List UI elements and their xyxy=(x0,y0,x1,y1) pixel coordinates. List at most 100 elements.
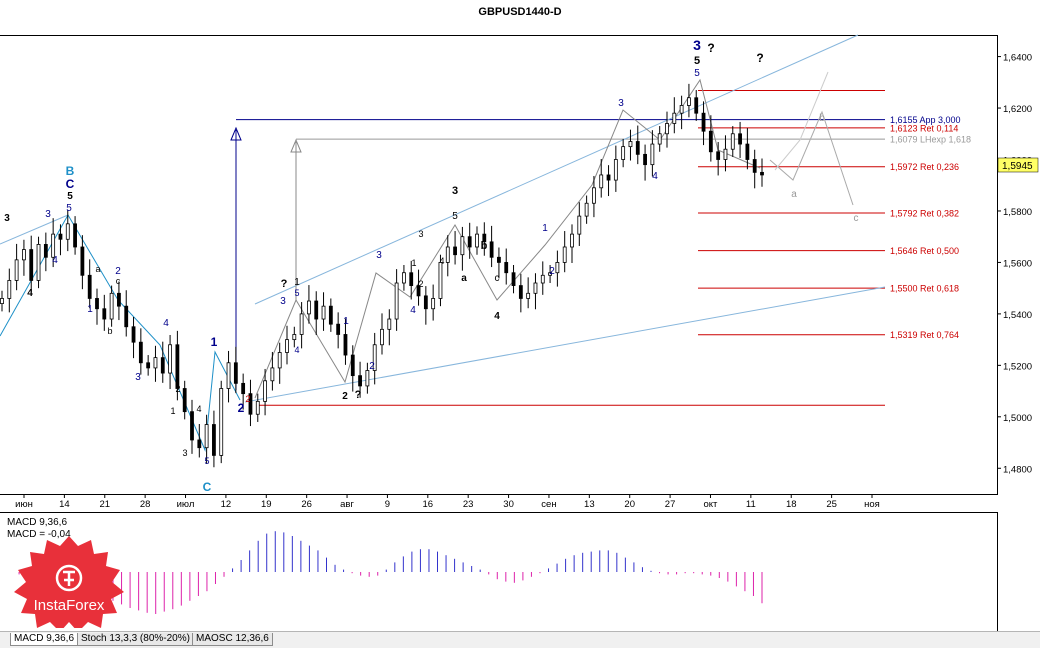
candle-body xyxy=(482,233,487,243)
candle-body xyxy=(124,305,129,328)
candle-body xyxy=(599,174,604,189)
wave-label: 1 xyxy=(542,223,548,234)
bottom-strip xyxy=(0,648,1040,661)
price-tick-label: 1,5400 xyxy=(1003,310,1032,321)
candle-body xyxy=(263,380,267,402)
time-tick-label: 16 xyxy=(423,499,434,510)
candle-body xyxy=(43,244,48,258)
candle-body xyxy=(102,308,107,320)
time-tick-label: окт xyxy=(704,499,719,510)
wave-label: 5 xyxy=(452,211,458,222)
time-tick-label: авг xyxy=(340,499,354,510)
wave-label: c xyxy=(495,273,500,284)
candle-body xyxy=(212,424,216,456)
candle-body xyxy=(160,357,165,374)
candle-body xyxy=(226,362,231,389)
candle-body xyxy=(416,285,421,297)
price-tick-label: 1,6200 xyxy=(1003,104,1032,115)
candle-body xyxy=(36,244,41,281)
candle-body xyxy=(708,130,713,153)
wave-path-blue xyxy=(0,213,241,452)
wave-label: 1 xyxy=(343,316,349,327)
wave-label: 2 xyxy=(175,384,180,394)
candle-body xyxy=(292,334,297,341)
candle-body xyxy=(22,249,26,261)
candle-body xyxy=(358,375,362,387)
candle-body xyxy=(365,370,370,387)
candle-body xyxy=(723,148,728,160)
candle-body xyxy=(372,344,377,371)
candle-body xyxy=(438,262,443,299)
candle-body xyxy=(621,146,626,160)
price-tick-label: 1,4800 xyxy=(1003,464,1032,475)
wave-label: 4 xyxy=(196,404,201,414)
time-tick-label: 14 xyxy=(59,499,70,510)
wave-label: 1 xyxy=(294,277,300,288)
instaforex-logo: InstaForex xyxy=(14,536,124,628)
indicator-name: MACD 9,36,6 xyxy=(7,517,67,528)
candle-body xyxy=(387,318,392,330)
candle-body xyxy=(423,295,428,310)
wave-label: 2 xyxy=(369,361,375,372)
wave-label: 3 xyxy=(418,229,423,239)
tab-stoch[interactable]: Stoch 13,3,3 (80%-20%) xyxy=(77,633,194,646)
fib-level-label: 1,6155 App 3,000 xyxy=(890,115,961,125)
wave-label: B xyxy=(66,164,75,178)
tab-maosc[interactable]: MAOSC 12,36,6 xyxy=(192,633,273,646)
time-tick-label: июн xyxy=(15,499,33,510)
candle-body xyxy=(343,334,348,356)
candle-body xyxy=(628,141,633,148)
time-tick-label: 21 xyxy=(99,499,110,510)
candle-body xyxy=(109,292,114,320)
candle-body xyxy=(314,300,319,320)
wave-label: 5 xyxy=(67,191,73,202)
candle-body xyxy=(540,274,545,284)
wave-label: b xyxy=(107,326,112,336)
wave-label: 3 xyxy=(280,296,286,307)
candle-body xyxy=(657,133,662,145)
time-tick-label: 18 xyxy=(786,499,797,510)
logo-emblem-figure xyxy=(63,570,75,586)
wave-label: 2 xyxy=(342,391,348,402)
trend-lines xyxy=(0,34,886,452)
candle-body xyxy=(562,246,567,263)
candle-body xyxy=(613,159,618,181)
forecast-path-alt xyxy=(774,71,829,171)
candle-body xyxy=(197,439,202,449)
candle-body xyxy=(635,141,640,155)
candle-body xyxy=(577,215,582,235)
time-axis-labels: июн 14 21 28 июл 12 19 26 авг 9 16 23 30 сен 13 20 27 окт… xyxy=(15,494,880,510)
candle-body xyxy=(299,313,304,335)
tab-maosc-label: MAOSC 12,36,6 xyxy=(196,633,269,644)
candle-body xyxy=(570,233,574,248)
wave-label: 2 xyxy=(418,279,423,289)
tab-stoch-label: Stoch 13,3,3 (80%-20%) xyxy=(81,633,190,644)
candle-body xyxy=(745,143,750,160)
wave-label: 4 xyxy=(410,305,416,316)
candle-body xyxy=(29,249,34,281)
wave-label: 5 xyxy=(66,203,72,214)
candle-body xyxy=(270,367,275,382)
wave-label: 2 xyxy=(549,266,555,277)
candle-body xyxy=(190,411,194,441)
candle-body xyxy=(204,424,209,449)
wave-label: ? xyxy=(756,51,763,65)
candle-body xyxy=(7,280,12,299)
candle-body xyxy=(95,298,99,310)
candle-body xyxy=(679,105,684,114)
wave-label: 3 xyxy=(376,250,382,261)
wave-label: 3 xyxy=(135,372,141,383)
candle-body xyxy=(65,223,70,240)
candle-body xyxy=(701,112,706,132)
wave-label: 3 xyxy=(4,213,10,224)
wave-label: 1 xyxy=(211,335,218,349)
price-axis-labels: 1,64001,62001,60001,58001,56001,54001,52… xyxy=(997,53,1032,475)
tab-macd[interactable]: MACD 9,36,6 xyxy=(10,633,79,646)
candle-body xyxy=(672,112,677,124)
wave-label: ? xyxy=(707,41,714,55)
time-tick-label: 20 xyxy=(624,499,635,510)
wave-label: ? xyxy=(281,278,288,290)
candle-body xyxy=(73,223,77,248)
candle-body xyxy=(14,259,19,281)
